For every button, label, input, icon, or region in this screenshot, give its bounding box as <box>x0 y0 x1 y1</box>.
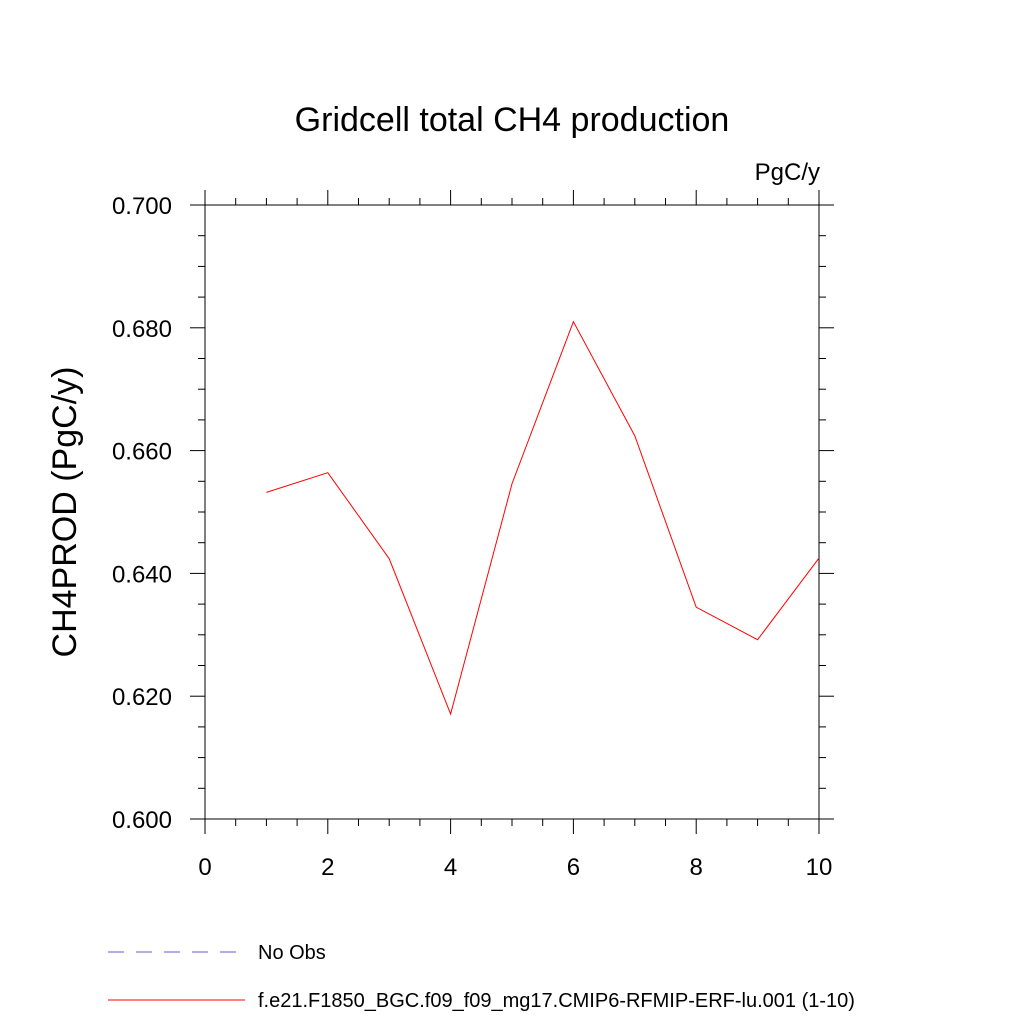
series-group <box>266 320 820 716</box>
x-tick-label: 4 <box>444 854 457 881</box>
x-tick-label: 2 <box>321 854 334 881</box>
legend: No Obs f.e21.F1850_BGC.f09_f09_mg17.CMIP6… <box>108 942 855 1012</box>
legend-label-1: f.e21.F1850_BGC.f09_f09_mg17.CMIP6-RFMIP… <box>258 990 855 1012</box>
x-tick-label: 6 <box>567 854 580 881</box>
y-tick-label: 0.680 <box>112 316 172 343</box>
x-tick-label: 10 <box>806 854 833 881</box>
chart-title: Gridcell total CH4 production <box>295 101 730 139</box>
x-tick-label: 0 <box>198 854 211 881</box>
y-tick-label: 0.660 <box>112 439 172 466</box>
y-tick-label: 0.700 <box>112 193 172 220</box>
y-tick-label: 0.620 <box>112 684 172 711</box>
units-label: PgC/y <box>755 159 820 186</box>
y-tick-label: 0.600 <box>112 807 172 834</box>
y-axis-label: CH4PROD (PgC/y) <box>46 367 84 658</box>
y-tick-label: 0.640 <box>112 561 172 588</box>
x-tick-label: 8 <box>690 854 703 881</box>
legend-label-0: No Obs <box>258 942 326 964</box>
axis-ticks: 0 2 4 6 8 10 0.600 0.620 0.640 0.660 0.680 0.700 <box>112 190 834 881</box>
plot-frame <box>204 204 820 820</box>
series-line-0 <box>266 320 820 716</box>
